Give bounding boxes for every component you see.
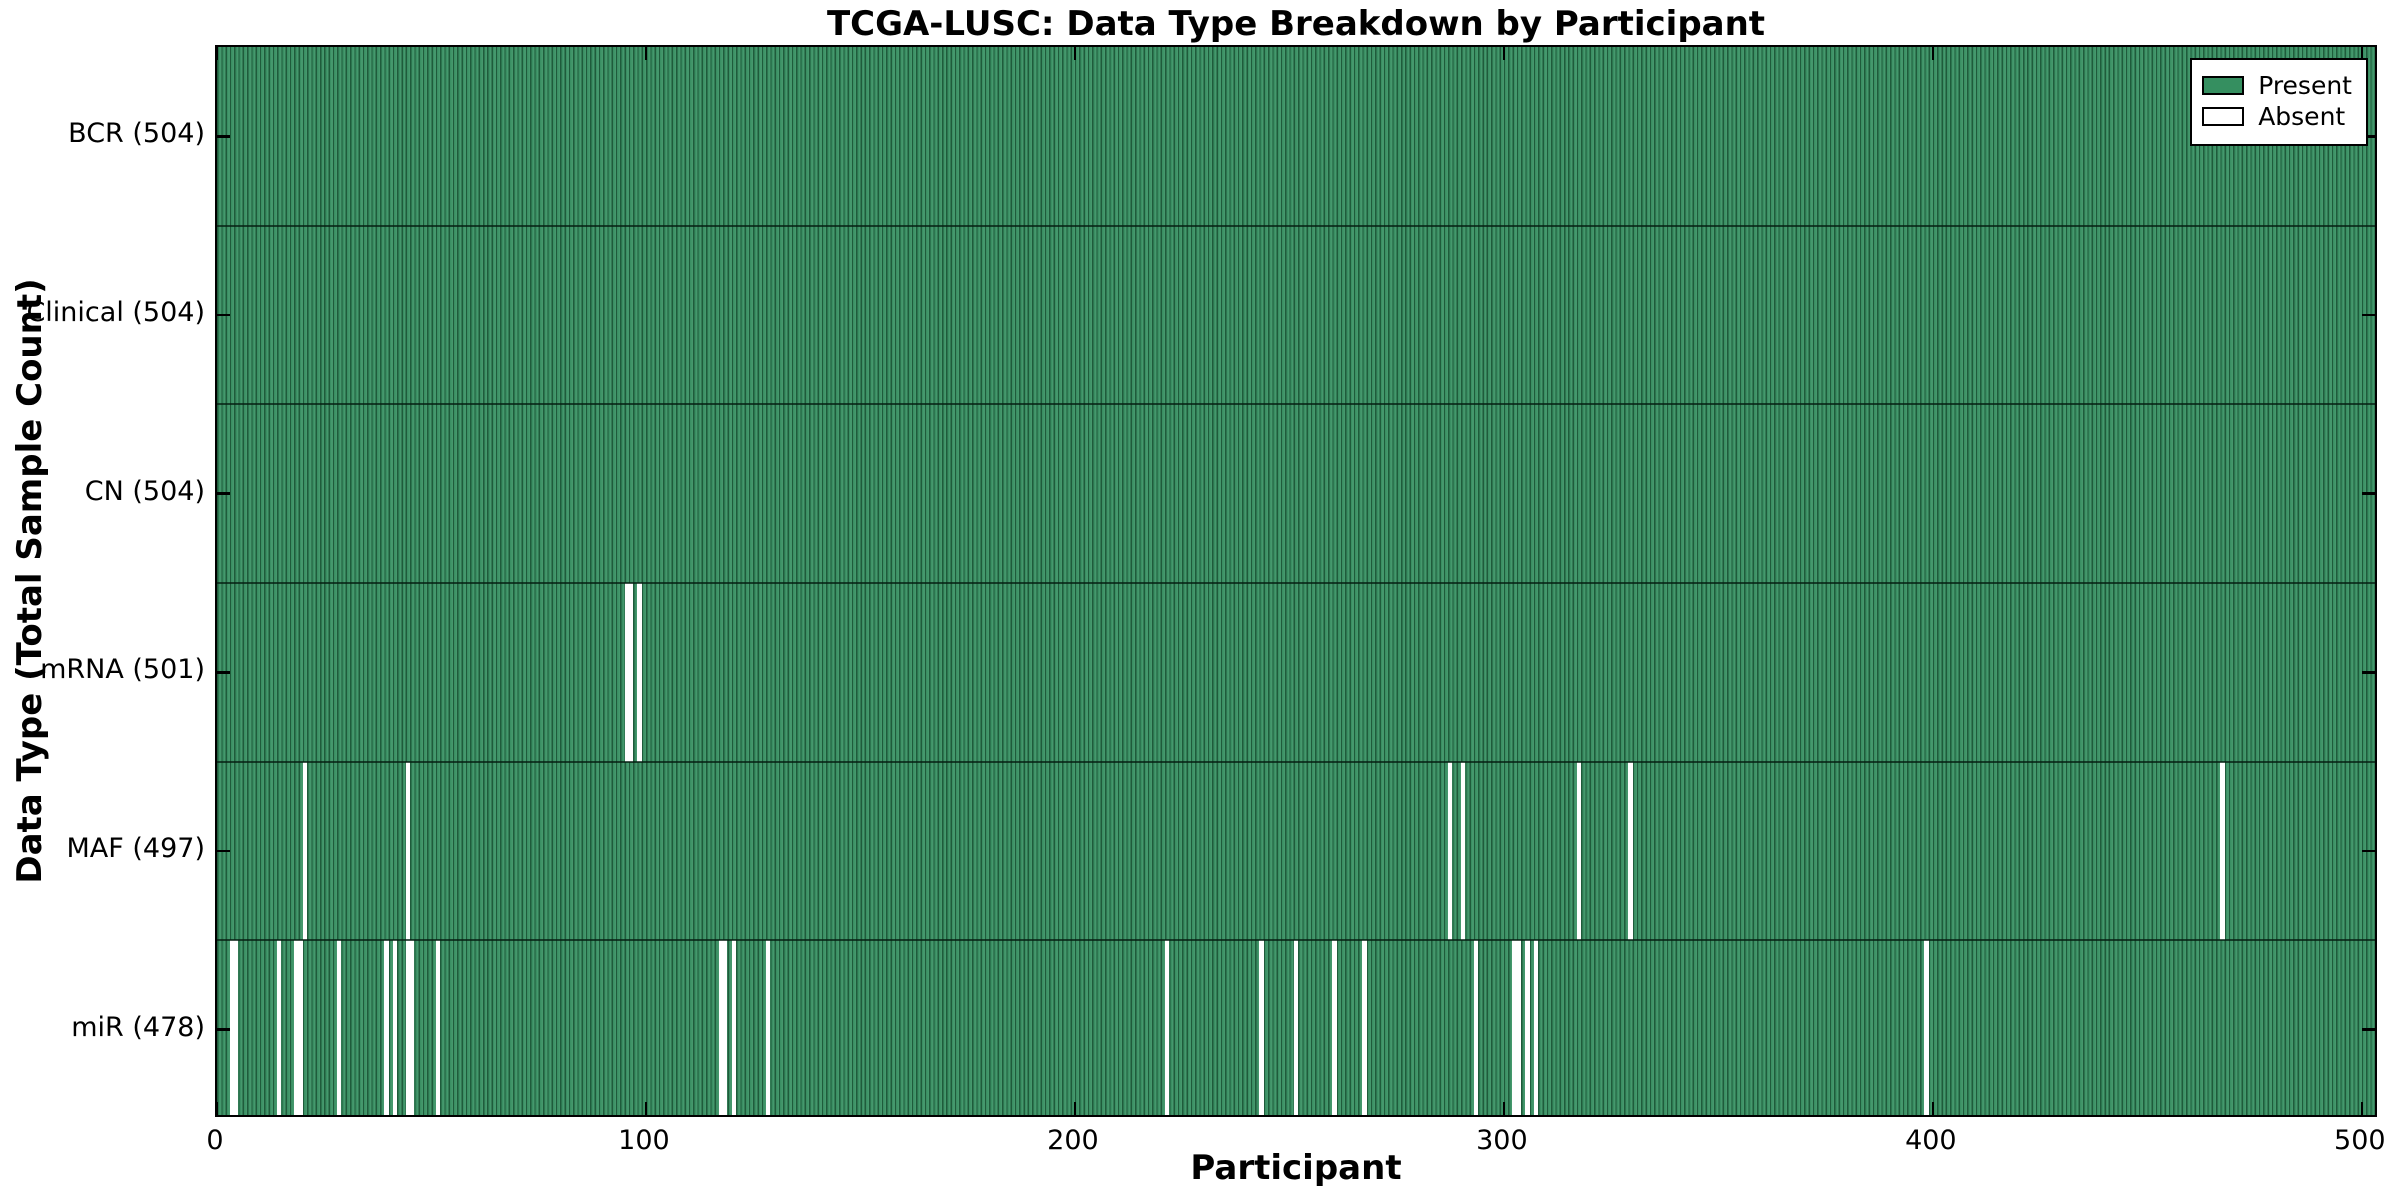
- x-tick: [2360, 47, 2364, 60]
- x-tick: [1502, 47, 1506, 60]
- absent-stripe: [1525, 940, 1530, 1115]
- x-tick: [644, 1102, 648, 1115]
- y-tick-label: CN (504): [84, 475, 205, 507]
- row-separator: [217, 224, 2375, 227]
- absent-stripe: [1473, 940, 1479, 1115]
- x-tick-label: 500: [2334, 1125, 2386, 1156]
- absent-stripe: [405, 761, 411, 941]
- x-tick-label: 0: [206, 1125, 224, 1156]
- legend: Present Absent: [2190, 58, 2368, 146]
- absent-stripe: [1628, 761, 1633, 941]
- x-tick: [1931, 47, 1935, 60]
- row-separator: [217, 760, 2375, 763]
- x-tick: [217, 47, 219, 60]
- row-mir: [217, 940, 2375, 1115]
- absent-stripe: [337, 940, 342, 1115]
- absent-swatch: [2202, 107, 2245, 126]
- y-tick-label: Clinical (504): [26, 297, 205, 328]
- absent-stripe: [435, 940, 441, 1115]
- absent-stripe: [1512, 940, 1522, 1115]
- y-tick-label: MAF (497): [66, 833, 205, 864]
- absent-stripe: [302, 761, 308, 941]
- row-cn: [217, 404, 2375, 583]
- y-tick-label: miR (478): [71, 1011, 205, 1043]
- x-tick: [217, 1102, 219, 1115]
- row-separator: [217, 403, 2375, 406]
- absent-stripe: [1448, 761, 1453, 941]
- y-tick-label: mRNA (501): [40, 654, 205, 686]
- row-separator: [217, 939, 2375, 942]
- absent-stripe: [405, 940, 415, 1115]
- absent-stripe: [1576, 761, 1582, 941]
- absent-stripe: [637, 583, 642, 762]
- absent-stripe: [718, 940, 728, 1115]
- legend-label-absent: Absent: [2258, 102, 2346, 131]
- y-tick: [2362, 492, 2375, 495]
- absent-stripe: [731, 940, 737, 1115]
- row-maf: [217, 761, 2375, 941]
- absent-stripe: [1259, 940, 1264, 1115]
- y-tick: [217, 492, 230, 495]
- legend-item-present: Present: [2202, 72, 2352, 99]
- y-tick: [217, 849, 230, 853]
- absent-stripe: [384, 940, 389, 1115]
- y-tick-label: BCR (504): [68, 118, 205, 150]
- absent-stripe: [1165, 940, 1170, 1115]
- y-tick: [2362, 135, 2375, 138]
- absent-stripe: [1533, 940, 1539, 1115]
- absent-stripe: [624, 583, 634, 762]
- row-mrna: [217, 583, 2375, 762]
- absent-stripe: [277, 940, 282, 1115]
- absent-stripe: [294, 940, 303, 1115]
- row-bcr: [217, 47, 2375, 226]
- absent-stripe: [1924, 940, 1929, 1115]
- x-tick: [1931, 1102, 1935, 1115]
- y-tick: [217, 313, 230, 317]
- absent-stripe: [392, 940, 398, 1115]
- legend-label-present: Present: [2258, 71, 2352, 100]
- chart-title: TCGA-LUSC: Data Type Breakdown by Partic…: [826, 4, 1766, 44]
- absent-stripe: [229, 940, 239, 1115]
- x-tick: [644, 47, 648, 60]
- absent-stripe: [1461, 761, 1466, 941]
- x-tick: [1073, 47, 1077, 60]
- present-swatch: [2202, 76, 2245, 95]
- x-tick-label: 200: [1047, 1125, 1099, 1156]
- absent-stripe: [2220, 761, 2225, 941]
- x-tick: [2360, 1102, 2364, 1115]
- x-tick: [1502, 1102, 1506, 1115]
- x-tick-label: 300: [1476, 1125, 1528, 1156]
- absent-stripe: [766, 940, 771, 1115]
- x-axis-title: Participant: [1190, 1148, 1402, 1188]
- legend-item-absent: Absent: [2202, 103, 2352, 130]
- y-tick: [2362, 313, 2375, 317]
- y-tick: [217, 671, 230, 674]
- plot-area: Present Absent: [215, 45, 2377, 1117]
- x-tick: [1073, 1102, 1077, 1115]
- row-separator: [217, 582, 2375, 584]
- absent-stripe: [1293, 940, 1298, 1115]
- x-tick-label: 100: [618, 1125, 670, 1156]
- y-axis-title: Data Type (Total Sample Count): [10, 278, 50, 884]
- row-clinical: [217, 225, 2375, 405]
- y-tick: [217, 135, 230, 138]
- absent-stripe: [1332, 940, 1337, 1115]
- y-tick: [217, 1028, 230, 1031]
- y-tick: [2362, 1028, 2375, 1031]
- y-tick: [2362, 849, 2375, 853]
- absent-stripe: [1362, 940, 1367, 1115]
- y-tick: [2362, 671, 2375, 674]
- x-tick-label: 400: [1905, 1125, 1957, 1156]
